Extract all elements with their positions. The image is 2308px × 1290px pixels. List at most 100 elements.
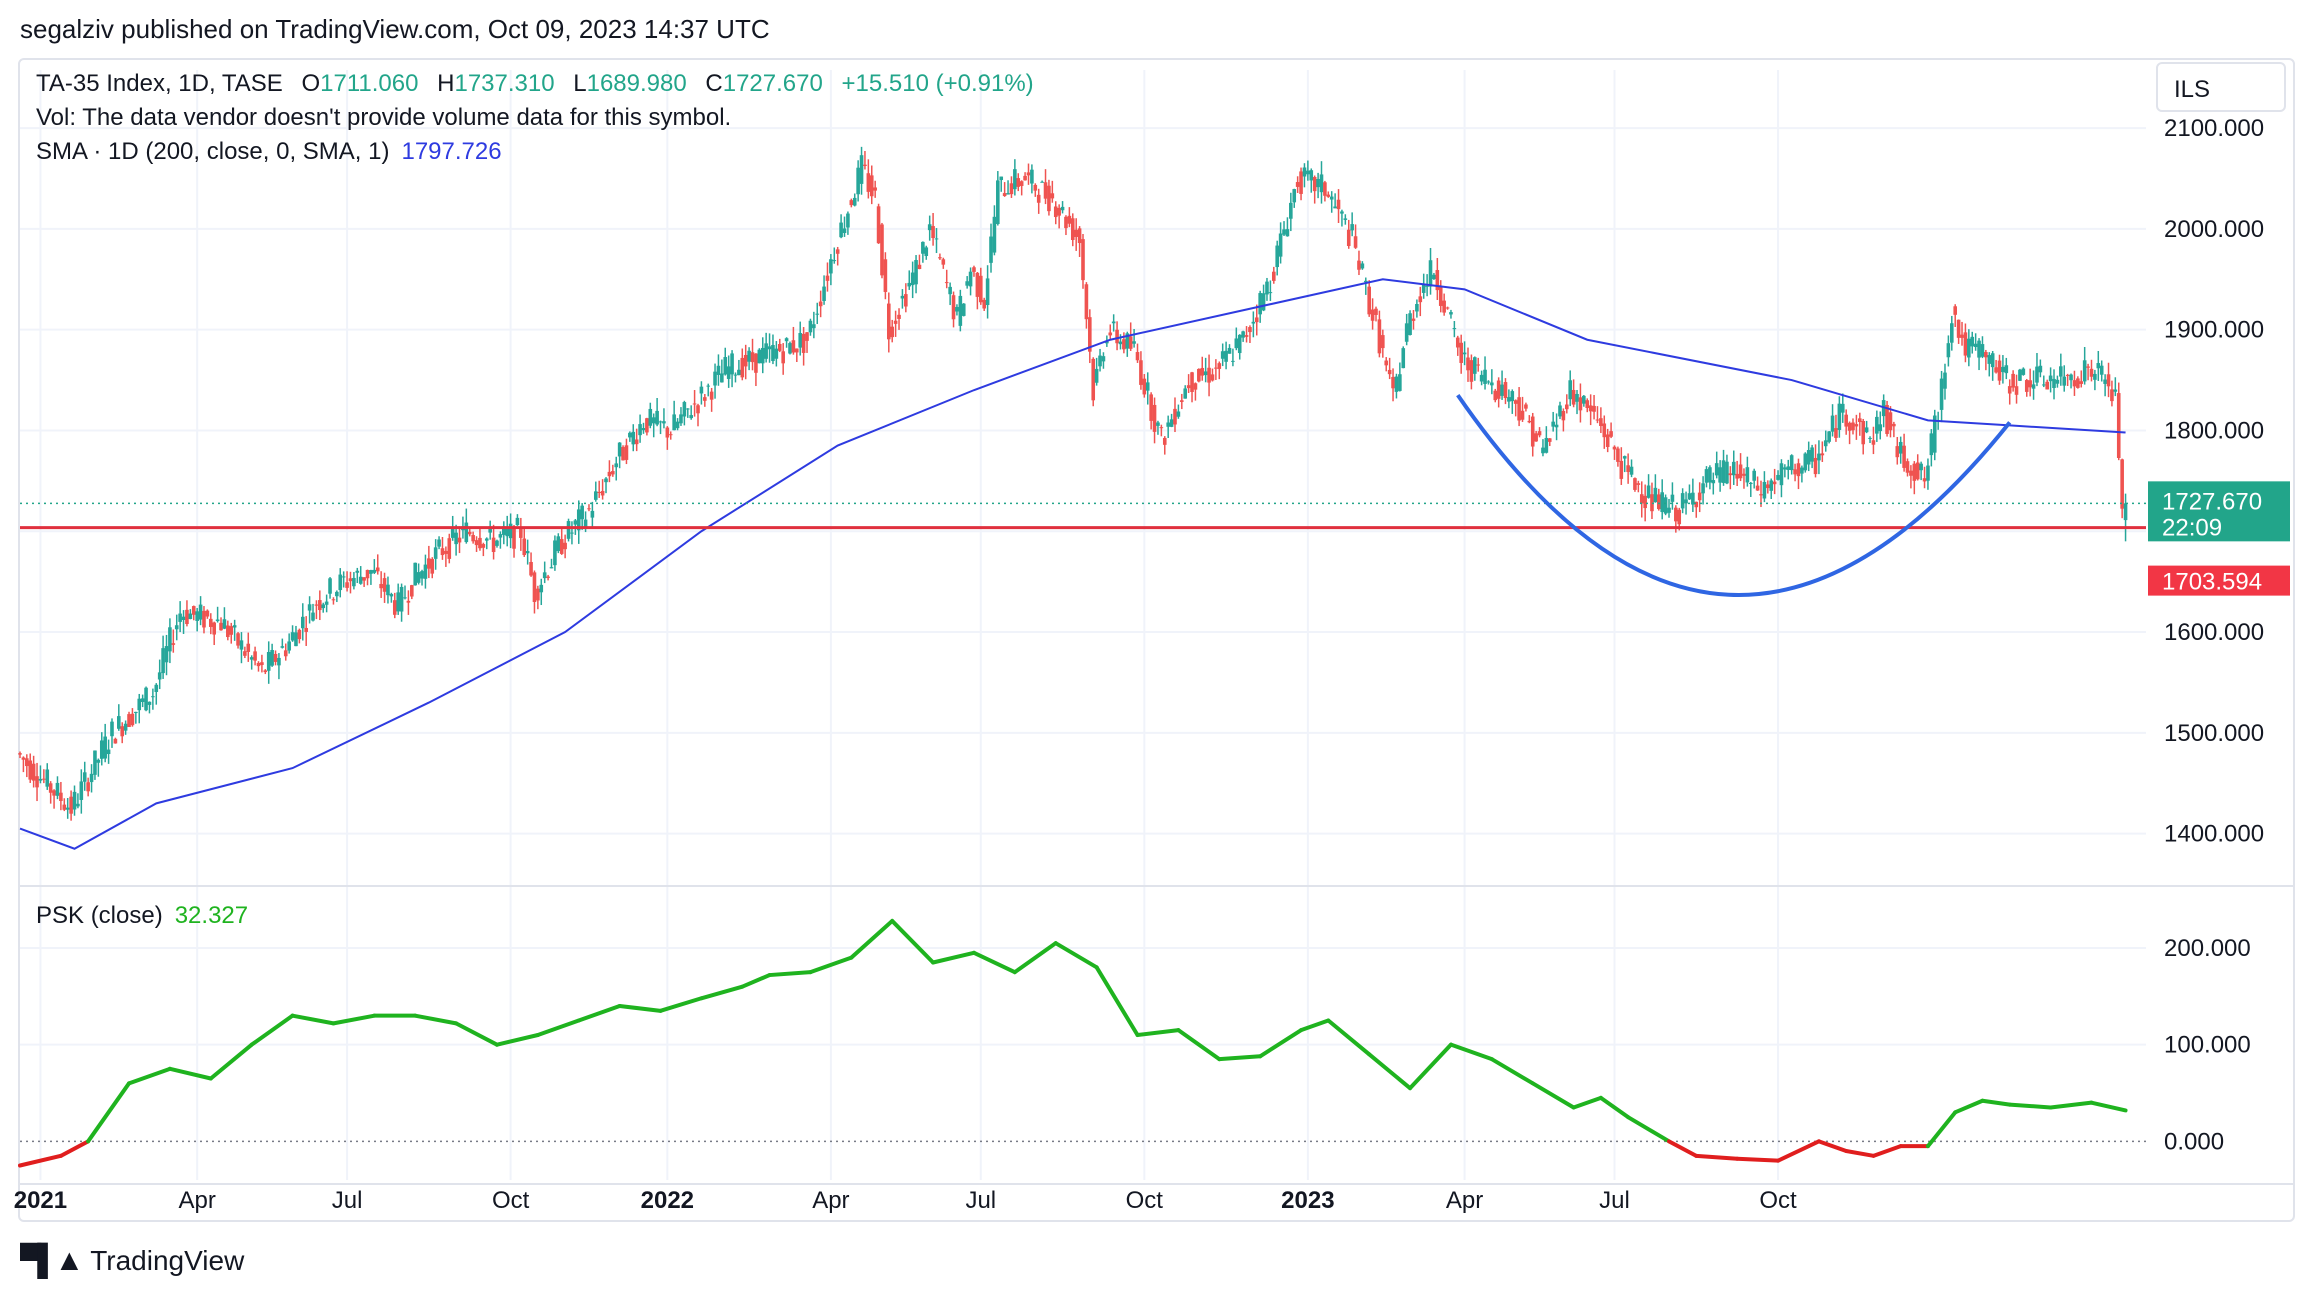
candle-body (215, 619, 220, 622)
psk-line-segment (290, 1013, 336, 1026)
currency-button[interactable]: ILS (2156, 62, 2286, 112)
psk-line-segment (249, 1013, 295, 1047)
candle-body (611, 471, 615, 475)
candle-body (256, 662, 261, 667)
candle-body (147, 701, 152, 705)
candle-body (723, 357, 728, 375)
candle-body (1111, 321, 1116, 324)
candle-body (764, 343, 768, 359)
high-label: H (437, 70, 455, 97)
candle-body (314, 604, 319, 606)
candle-body (505, 528, 510, 537)
candle-body (1650, 494, 1654, 512)
candle-body (1258, 293, 1262, 315)
candle-body (1306, 170, 1310, 175)
psk-line-segment (699, 984, 745, 1001)
close-value: 1727.670 (722, 70, 823, 97)
candle-body (2103, 379, 2107, 384)
psk-value: 32.327 (174, 902, 249, 929)
candle-body (2062, 376, 2067, 386)
candle-body (117, 716, 121, 729)
candle-body (1960, 334, 1964, 338)
candle-body (1875, 416, 1879, 434)
candle-body (1088, 317, 1092, 352)
candle-body (144, 687, 148, 711)
candle-body (502, 526, 506, 535)
candle-body (1108, 332, 1113, 336)
candle-body (662, 421, 666, 424)
time-axis-tick-1: Apr (178, 1187, 215, 1214)
candle-body (672, 414, 676, 431)
candle-body (655, 410, 659, 425)
candle-body (331, 599, 336, 601)
candle-body (1285, 229, 1290, 237)
candle-body (1251, 321, 1256, 324)
candle-body (2106, 374, 2111, 387)
candle-body (1830, 415, 1835, 432)
candle-body (1588, 405, 1593, 412)
candle-body (1578, 397, 1583, 411)
candle-body (628, 432, 632, 438)
candle-body (450, 526, 455, 538)
candle-body (498, 534, 503, 538)
candle-body (1159, 427, 1164, 429)
candle-body (1094, 368, 1099, 383)
candle-body (1915, 462, 1920, 480)
candle-body (604, 478, 608, 483)
candle-body (174, 625, 179, 630)
candle-body (869, 175, 874, 197)
sma-legend[interactable]: SMA · 1D (200, close, 0, SMA, 1) 1797.726 (36, 138, 514, 166)
candle-body (716, 365, 721, 375)
symbol-title[interactable]: TA-35 Index, 1D, TASE (36, 70, 283, 97)
candle-body (696, 405, 700, 414)
psk-legend[interactable]: PSK (close) 32.327 (36, 902, 260, 930)
candle-body (1135, 352, 1140, 361)
candle-body (1193, 383, 1198, 390)
candle-body (873, 187, 877, 191)
candle-body (1677, 509, 1682, 525)
candle-body (1517, 397, 1521, 421)
candle-body (1292, 189, 1297, 203)
candle-body (1704, 469, 1709, 483)
candle-body (1776, 474, 1780, 480)
candle-body (525, 551, 530, 554)
candle-body (1401, 348, 1406, 369)
candle-body (69, 796, 73, 814)
candle-body (699, 386, 704, 394)
candle-body (1074, 229, 1078, 237)
candle-body (1670, 494, 1675, 502)
candle-body (563, 542, 567, 550)
candle-body (188, 613, 193, 619)
candle-body (1268, 292, 1273, 294)
candle-body (1977, 340, 1981, 358)
candle-body (1786, 466, 1791, 470)
candle-body (839, 222, 843, 238)
psk-line-segment (454, 1021, 499, 1047)
psk-line-segment (1925, 1110, 1958, 1149)
candle-body (372, 569, 377, 573)
candle-body (1278, 233, 1283, 257)
candle-body (2065, 374, 2070, 376)
tradingview-logo[interactable]: ▀▌▲ TradingView (20, 1244, 244, 1278)
candle-body (955, 307, 959, 312)
candle-body (1854, 424, 1859, 427)
psk-line-segment (1598, 1095, 1631, 1120)
candle-body (1956, 319, 1961, 338)
candle-body (1227, 347, 1232, 354)
bar-countdown-label: 22:09 (2162, 514, 2222, 541)
candle-body (1387, 369, 1392, 375)
candle-body (1895, 446, 1900, 458)
candle-body (253, 651, 257, 661)
candle-body (805, 332, 809, 341)
psk-line-segment (1326, 1018, 1372, 1057)
candle-body (1643, 495, 1647, 509)
open-label: O (301, 70, 321, 97)
psk-line-segment (535, 1018, 581, 1037)
candle-body (2059, 366, 2063, 377)
candle-body (733, 374, 738, 376)
candle-body (2113, 389, 2118, 392)
candle-body (157, 672, 162, 680)
candle-body (791, 340, 796, 353)
candle-body (1234, 338, 1239, 349)
